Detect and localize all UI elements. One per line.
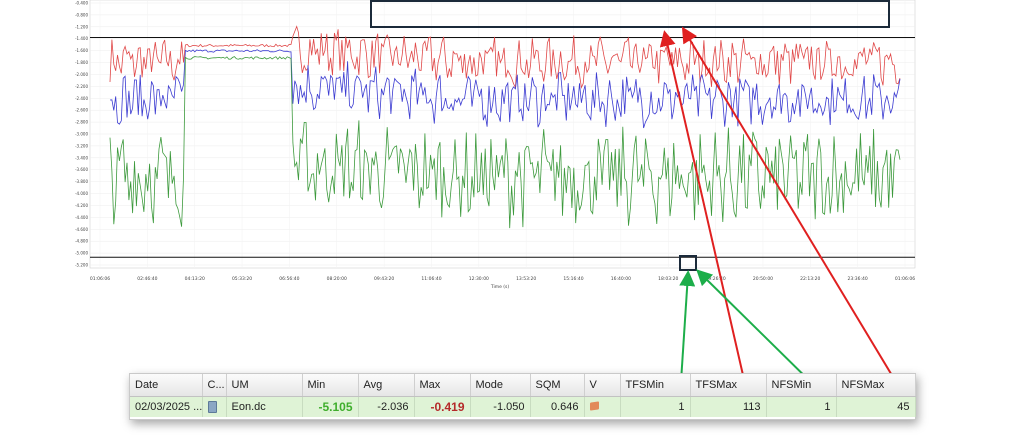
statistics-table: Date C... UM Min Avg Max Mode SQM V TFSM… bbox=[130, 374, 916, 417]
cell-um[interactable]: Eon.dc bbox=[226, 396, 303, 417]
y-tick-label: -2.800 bbox=[75, 120, 88, 125]
cell-avg[interactable]: -2.036 bbox=[358, 396, 415, 417]
x-tick-label: 19:26:40 bbox=[705, 276, 725, 282]
col-header-v[interactable]: V bbox=[584, 374, 621, 397]
x-tick-label: 08:20:00 bbox=[327, 276, 347, 282]
y-tick-label: -2.400 bbox=[75, 96, 88, 101]
x-axis-label: Time (s) bbox=[490, 284, 510, 290]
cell-date[interactable]: 02/03/2025 ... bbox=[130, 396, 203, 417]
y-tick-label: -3.800 bbox=[75, 179, 88, 184]
cell-tfsmax[interactable]: 113 bbox=[690, 396, 767, 417]
x-tick-label: 01:06:06 bbox=[895, 276, 915, 282]
y-tick-label: -2.200 bbox=[75, 84, 88, 89]
x-tick-label: 15:16:40 bbox=[563, 276, 583, 282]
device-icon bbox=[207, 401, 217, 414]
y-tick-label: -4.000 bbox=[75, 191, 88, 196]
col-header-avg[interactable]: Avg bbox=[358, 374, 415, 397]
col-header-max[interactable]: Max bbox=[414, 374, 471, 397]
col-header-mode[interactable]: Mode bbox=[470, 374, 531, 397]
x-tick-label: 04:13:20 bbox=[185, 276, 205, 282]
cell-sqm[interactable]: 0.646 bbox=[530, 396, 585, 417]
x-tick-label: 18:03:20 bbox=[658, 276, 678, 282]
y-tick-label: -0.400 bbox=[75, 1, 88, 6]
y-tick-labels: -0.400 -0.800 -1.200 -1.400 -1.600 -1.800 -2.0… bbox=[75, 1, 88, 268]
col-header-nfsmax[interactable]: NFSMax bbox=[836, 374, 916, 397]
x-tick-label: 06:56:40 bbox=[279, 276, 299, 282]
y-tick-label: -2.000 bbox=[75, 72, 88, 77]
col-header-um[interactable]: UM bbox=[226, 374, 303, 397]
y-tick-label: -3.000 bbox=[75, 132, 88, 137]
x-tick-labels: 01:06:06 02:46:40 04:13:20 05:33:20 06:56:40… bbox=[90, 276, 915, 282]
x-tick-label: 13:53:20 bbox=[516, 276, 536, 282]
y-tick-label: -5.000 bbox=[75, 251, 88, 256]
y-tick-label: -4.800 bbox=[75, 239, 88, 244]
cell-max[interactable]: -0.419 bbox=[414, 396, 471, 417]
x-tick-label: 11:06:40 bbox=[421, 276, 441, 282]
col-header-tfsmin[interactable]: TFSMin bbox=[620, 374, 691, 397]
y-tick-label: -3.600 bbox=[75, 167, 88, 172]
x-tick-label: 23:36:40 bbox=[848, 276, 868, 282]
y-tick-label: -1.600 bbox=[75, 48, 88, 53]
x-tick-label: 01:06:06 bbox=[90, 276, 110, 282]
col-header-nfsmin[interactable]: NFSMin bbox=[766, 374, 837, 397]
table-header-row: Date C... UM Min Avg Max Mode SQM V TFSM… bbox=[130, 374, 916, 397]
table-row[interactable]: 02/03/2025 ... Eon.dc -5.105 -2.036 -0.4… bbox=[130, 396, 916, 417]
cell-tfsmin[interactable]: 1 bbox=[620, 396, 691, 417]
y-tick-label: -1.800 bbox=[75, 60, 88, 65]
y-tick-label: -1.200 bbox=[75, 24, 88, 29]
col-header-tfsmax[interactable]: TFSMax bbox=[690, 374, 767, 397]
cell-channel[interactable] bbox=[202, 396, 227, 417]
y-tick-label: -0.800 bbox=[75, 12, 88, 17]
x-tick-label: 02:46:40 bbox=[137, 276, 157, 282]
y-tick-label: -3.400 bbox=[75, 155, 88, 160]
y-tick-label: -3.200 bbox=[75, 143, 88, 148]
y-tick-label: -1.400 bbox=[75, 36, 88, 41]
cell-v[interactable] bbox=[584, 396, 621, 417]
x-tick-label: 12:30:00 bbox=[469, 276, 489, 282]
signal-chart: -0.400 -0.800 -1.200 -1.400 -1.600 -1.800 -2.0… bbox=[75, 0, 916, 290]
y-tick-label: -5.200 bbox=[75, 263, 88, 268]
x-tick-label: 09:43:20 bbox=[374, 276, 394, 282]
x-tick-label: 22:13:20 bbox=[800, 276, 820, 282]
y-tick-label: -4.200 bbox=[75, 203, 88, 208]
y-tick-label: -2.600 bbox=[75, 108, 88, 113]
col-header-channel[interactable]: C... bbox=[202, 374, 227, 397]
y-tick-label: -4.600 bbox=[75, 227, 88, 232]
cell-min[interactable]: -5.105 bbox=[302, 396, 359, 417]
y-tick-label: -4.400 bbox=[75, 215, 88, 220]
col-header-min[interactable]: Min bbox=[302, 374, 359, 397]
flag-icon bbox=[589, 401, 599, 411]
x-tick-label: 05:33:20 bbox=[232, 276, 252, 282]
cell-nfsmax[interactable]: 45 bbox=[836, 396, 916, 417]
x-tick-label: 20:50:00 bbox=[753, 276, 773, 282]
cell-mode[interactable]: -1.050 bbox=[470, 396, 531, 417]
col-header-sqm[interactable]: SQM bbox=[530, 374, 585, 397]
cell-nfsmin[interactable]: 1 bbox=[766, 396, 837, 417]
statistics-table-panel: Date C... UM Min Avg Max Mode SQM V TFSM… bbox=[129, 373, 916, 420]
x-tick-label: 16:40:00 bbox=[611, 276, 631, 282]
col-header-date[interactable]: Date bbox=[130, 374, 203, 397]
